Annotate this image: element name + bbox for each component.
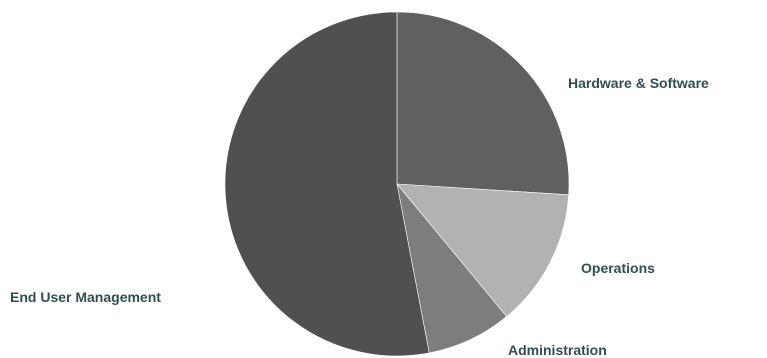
- pie-slice-hardware-and-software: [396, 11, 570, 196]
- slice-label-administration: Administration: [508, 342, 607, 358]
- pie-slices: [224, 11, 570, 357]
- slice-label-hardware-and-software: Hardware & Software: [568, 75, 709, 91]
- pie-slice-end-user-management: [224, 11, 430, 357]
- pie-labels: Hardware & Software Operations Administrat…: [10, 75, 709, 358]
- slice-label-operations: Operations: [581, 260, 655, 276]
- pie-slice-operations: [396, 183, 569, 317]
- slice-label-end-user-management: End User Management: [10, 289, 161, 305]
